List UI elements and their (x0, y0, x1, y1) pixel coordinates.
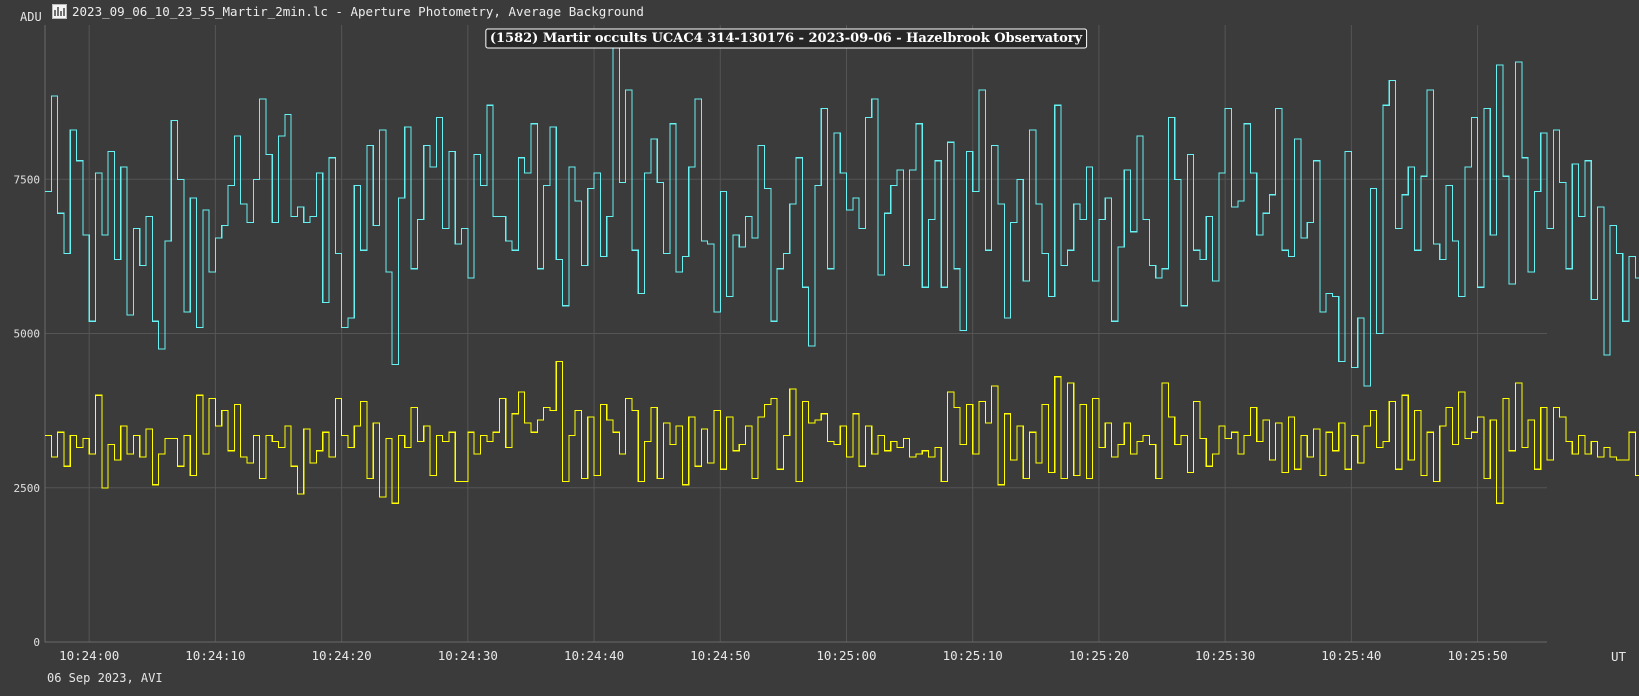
x-tick-label: 10:25:10 (943, 648, 1003, 663)
x-tick-label: 10:24:20 (312, 648, 372, 663)
x-tick-label: 10:24:00 (59, 648, 119, 663)
x-tick-label: 10:25:30 (1195, 648, 1255, 663)
series-line-1 (45, 360, 1639, 504)
x-tick-label: 10:25:50 (1447, 648, 1507, 663)
x-tick-label: 10:24:10 (185, 648, 245, 663)
axes-frame (44, 25, 1547, 643)
chart-title-box: (1582) Martir occults UCAC4 314-130176 -… (485, 28, 1088, 49)
y-tick-label: 0 (33, 636, 40, 649)
y-tick-label: 5000 (14, 328, 41, 341)
y-tick-label: 2500 (14, 482, 41, 495)
y-axis-ticks: 0 2500 5000 7500 (14, 173, 41, 649)
x-tick-label: 10:25:20 (1069, 648, 1129, 663)
y-tick-label: 7500 (14, 173, 41, 186)
x-tick-label: 10:24:50 (690, 648, 750, 663)
chart-grid (44, 25, 1547, 643)
x-axis-unit-label: UT (1611, 649, 1627, 664)
date-source-label: 06 Sep 2023, AVI (47, 671, 163, 685)
window-title: 2023_09_06_10_23_55_Martir_2min.lc - Ape… (72, 4, 644, 19)
x-tick-label: 10:24:40 (564, 648, 624, 663)
chart-series (45, 42, 1639, 504)
x-axis-ticks: 10:24:00 10:24:10 10:24:20 10:24:30 10:24:40… (59, 648, 1508, 663)
y-axis-label: ADU (20, 10, 42, 24)
x-tick-label: 10:25:40 (1321, 648, 1381, 663)
chart-title: (1582) Martir occults UCAC4 314-130176 -… (490, 31, 1083, 46)
series-line-0 (45, 42, 1639, 387)
x-tick-label: 10:24:30 (438, 648, 498, 663)
x-tick-label: 10:25:00 (816, 648, 876, 663)
lightcurve-app-icon (52, 4, 67, 19)
